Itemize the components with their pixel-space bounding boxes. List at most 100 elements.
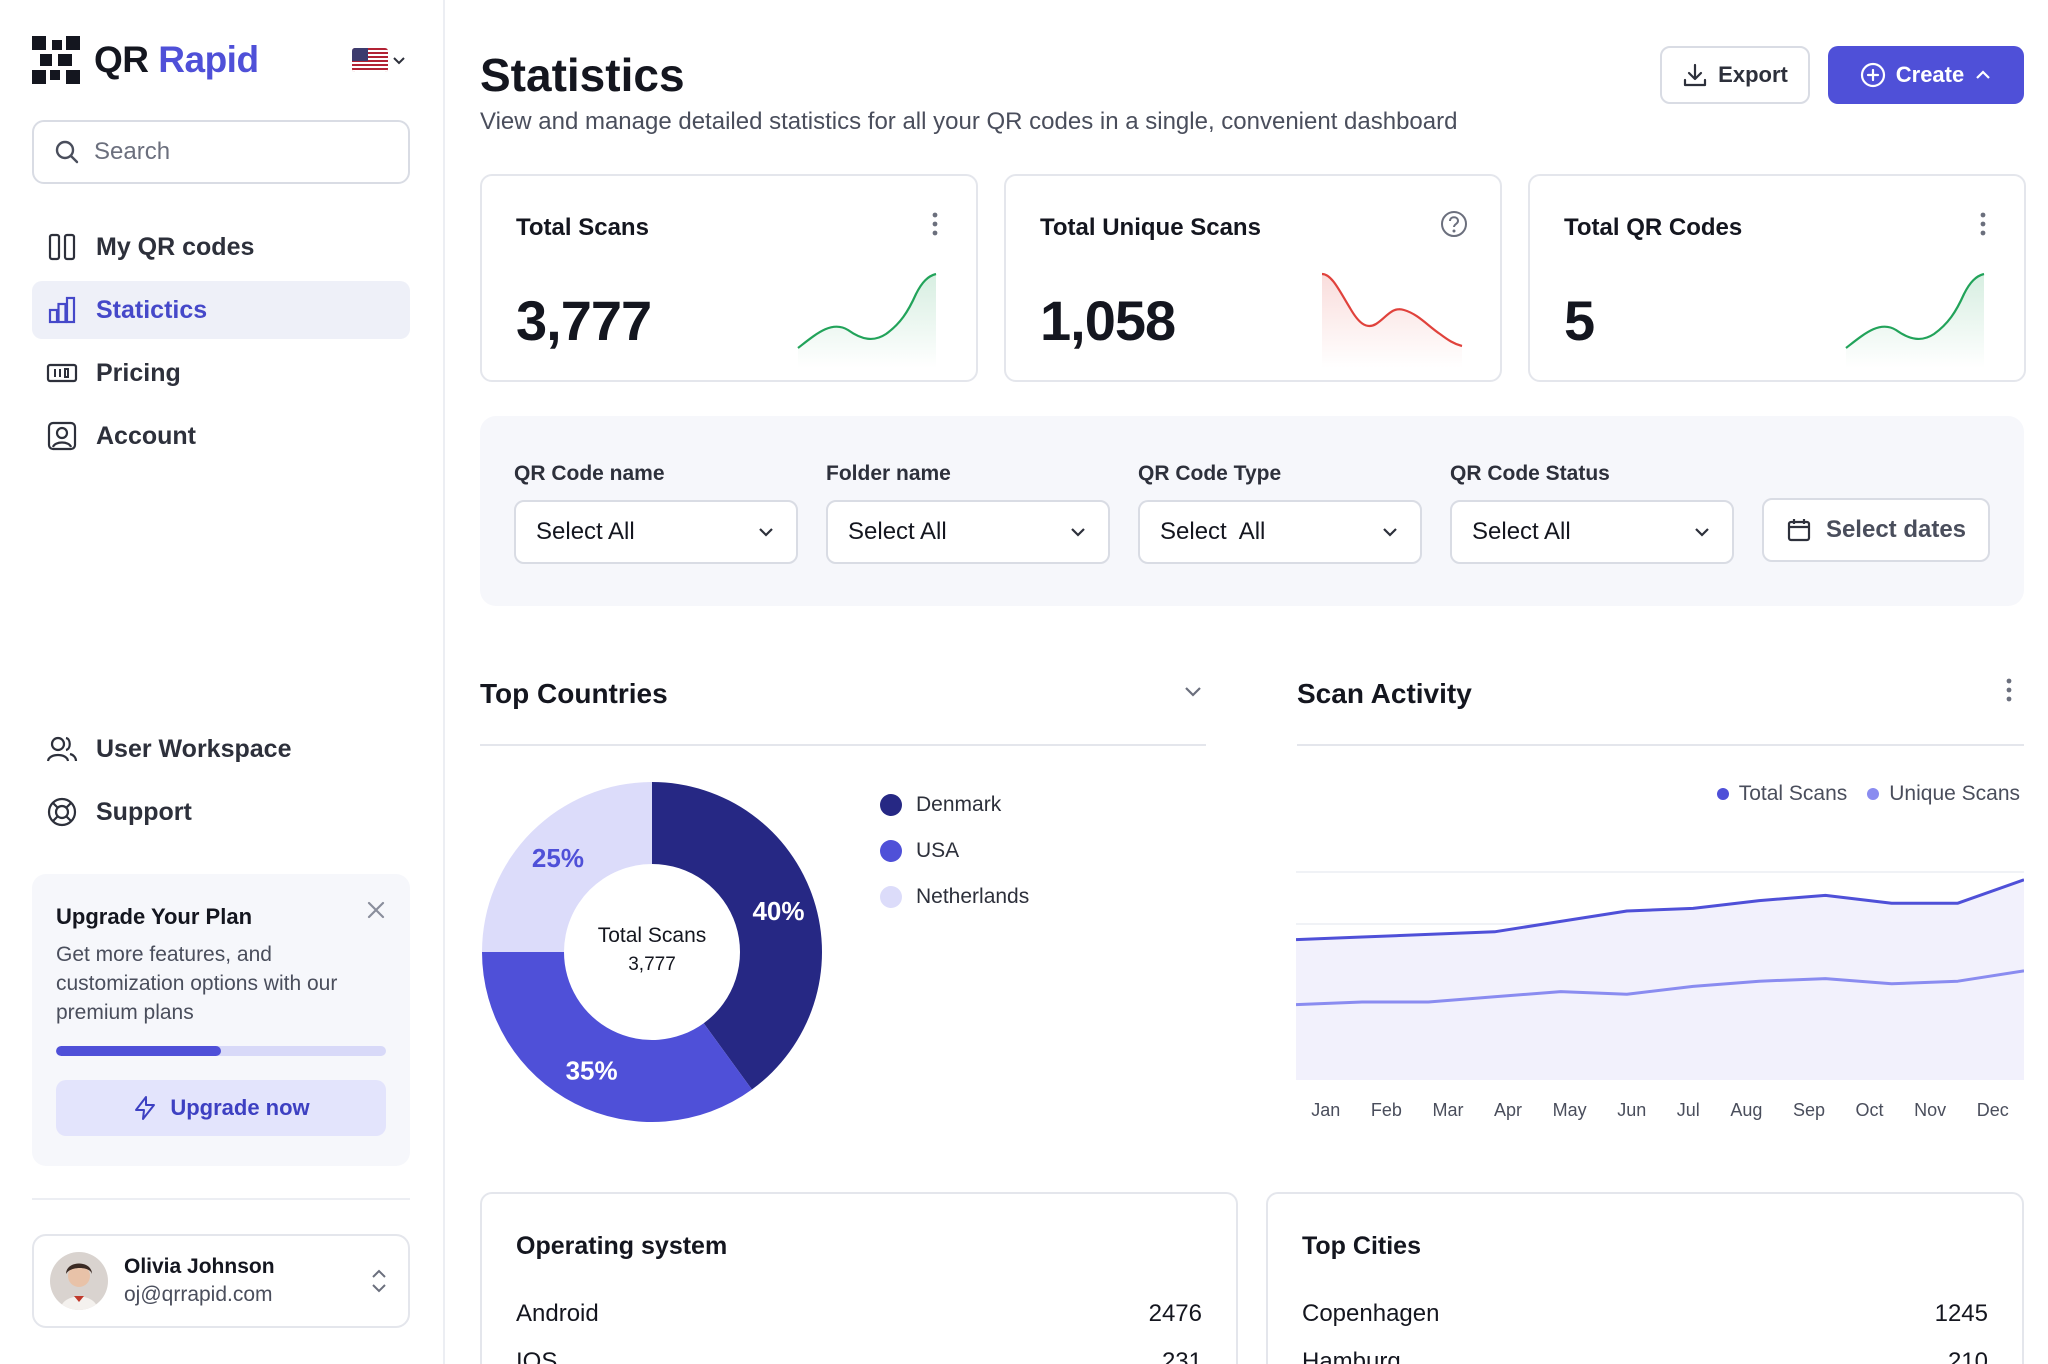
- row-name: IOS: [516, 1348, 558, 1364]
- legend-item: Denmark: [880, 782, 1029, 828]
- row-value: 231: [1161, 1348, 1202, 1364]
- upgrade-title: Upgrade Your Plan: [56, 904, 253, 929]
- top-countries-legend: Denmark USA Netherlands: [880, 782, 1029, 920]
- chevron-down-icon: [1383, 528, 1397, 537]
- scan-activity-x-axis: Jan Feb Mar Apr May Jun Jul Aug Sep Oct Nov Dec: [1296, 1100, 2024, 1121]
- sidebar-item-support[interactable]: Support: [32, 783, 410, 841]
- table-row: Copenhagen 1245: [1302, 1300, 1988, 1328]
- table-row: IOS 231: [516, 1348, 1202, 1364]
- sidebar-item-user-workspace[interactable]: User Workspace: [32, 720, 410, 778]
- users-icon: [46, 736, 78, 762]
- legend-label: Denmark: [916, 793, 1002, 816]
- more-vertical-icon[interactable]: [1980, 212, 1986, 236]
- user-square-icon: [47, 421, 77, 451]
- donut-slice-label: 40%: [752, 896, 804, 926]
- help-circle-icon[interactable]: [1440, 210, 1468, 238]
- x-tick-label: Sep: [1792, 1100, 1825, 1120]
- chevron-down-icon[interactable]: [1182, 680, 1204, 702]
- search-field[interactable]: [32, 120, 410, 184]
- x-tick-label: Oct: [1855, 1100, 1884, 1120]
- sidebar-item-statistics[interactable]: Statictics: [32, 281, 410, 339]
- row-name: Hamburg: [1302, 1348, 1401, 1364]
- sidebar-item-my-qr-codes[interactable]: My QR codes: [32, 218, 410, 276]
- avatar: [50, 1252, 108, 1310]
- stat-label: Total QR Codes: [1564, 214, 1743, 241]
- legend-item: Unique Scans: [1867, 782, 2020, 806]
- sidebar-divider: [32, 1198, 410, 1200]
- more-vertical-icon[interactable]: [2006, 678, 2012, 702]
- filter-qr-code-name: QR Code name Select All: [514, 462, 798, 564]
- sidebar-item-account[interactable]: Account: [32, 407, 410, 465]
- sparkline-up: [1845, 272, 1985, 368]
- sidebar-item-pricing[interactable]: Pricing: [32, 344, 410, 402]
- lifebuoy-icon: [47, 797, 77, 827]
- user-info: Olivia Johnson oj@qrrapid.com: [124, 1255, 275, 1307]
- select-value: Select All: [536, 518, 635, 545]
- user-profile-card[interactable]: Olivia Johnson oj@qrrapid.com: [32, 1234, 410, 1328]
- operating-system-title: Operating system: [516, 1232, 728, 1260]
- sparkline-down: [1321, 272, 1463, 368]
- qr-logo-icon: [32, 36, 80, 84]
- series-line-unique-scans[interactable]: [1296, 969, 2024, 1007]
- export-button[interactable]: Export: [1660, 46, 1810, 104]
- series-line-total-scans[interactable]: [1296, 878, 2024, 942]
- area-fill: [1296, 879, 2024, 1080]
- legend-item: Netherlands: [880, 874, 1029, 920]
- legend-dot: [1867, 788, 1880, 801]
- app-logo[interactable]: QR Rapid: [32, 36, 259, 84]
- donut-center-value: 3,777: [628, 954, 676, 975]
- filter-label: QR Code name: [514, 462, 665, 485]
- chevron-down-icon: [1071, 528, 1085, 537]
- donut-slice-netherlands[interactable]: [482, 782, 652, 952]
- stat-value: 5: [1564, 289, 1595, 352]
- sparkline-up: [797, 272, 937, 368]
- stat-card-total-unique-scans: Total Unique Scans 1,058: [1004, 174, 1502, 382]
- row-value: 2476: [1148, 1300, 1202, 1327]
- donut-slice-usa[interactable]: [482, 952, 752, 1122]
- select-value: Select All: [848, 518, 947, 545]
- scan-activity-legend: Total Scans Unique Scans: [1716, 782, 2020, 806]
- chevron-up-down-icon[interactable]: [370, 1268, 388, 1294]
- create-button[interactable]: Create: [1828, 46, 2024, 104]
- x-tick-label: Nov: [1914, 1100, 1947, 1120]
- folder-name-select[interactable]: Select All: [826, 500, 1110, 564]
- sidebar-bottom-nav: User Workspace Support: [32, 720, 410, 846]
- legend-label: Total Scans: [1738, 782, 1848, 805]
- legend-dot: [880, 840, 902, 862]
- search-icon: [55, 140, 79, 164]
- stat-label: Total Unique Scans: [1040, 214, 1261, 241]
- top-cities-title: Top Cities: [1302, 1232, 1421, 1260]
- legend-dot: [880, 794, 902, 816]
- search-input[interactable]: [94, 138, 374, 166]
- legend-dot: [1716, 788, 1729, 801]
- sidebar-item-label: My QR codes: [96, 232, 255, 261]
- sidebar-item-label: Account: [96, 421, 196, 450]
- top-countries-donut-chart: 40% 35% 25%: [482, 782, 822, 1122]
- x-tick-label: May: [1552, 1100, 1587, 1120]
- stat-card-total-scans: Total Scans 3,777: [480, 174, 978, 382]
- select-dates-button[interactable]: Select dates: [1762, 498, 1990, 562]
- sidebar-item-label: Pricing: [96, 358, 181, 387]
- filters-panel: QR Code name Select All Folder name Sele…: [480, 416, 2024, 606]
- donut-center: Total Scans 3,777: [552, 924, 752, 976]
- qr-code-type-select[interactable]: Select All: [1138, 500, 1422, 564]
- user-email: oj@qrrapid.com: [124, 1283, 273, 1306]
- qr-code-status-select[interactable]: Select All: [1450, 500, 1734, 564]
- stat-label: Total Scans: [516, 214, 649, 241]
- qr-code-name-select[interactable]: Select All: [514, 500, 798, 564]
- sidebar-item-label: Statictics: [96, 295, 208, 324]
- sidebar-item-label: User Workspace: [96, 734, 292, 763]
- donut-slice-denmark[interactable]: [652, 782, 822, 1090]
- upgrade-now-button[interactable]: Upgrade now: [56, 1080, 386, 1136]
- language-selector[interactable]: [352, 48, 406, 72]
- legend-label: Unique Scans: [1889, 782, 2020, 805]
- close-icon[interactable]: [366, 900, 386, 920]
- table-row: Hamburg 210: [1302, 1348, 1988, 1364]
- sidebar-item-label: Support: [96, 797, 192, 826]
- row-value: 210: [1947, 1348, 1988, 1364]
- row-value: 1245: [1934, 1300, 1988, 1327]
- filter-label: Folder name: [826, 462, 951, 485]
- app-name: QR Rapid: [94, 39, 259, 80]
- more-vertical-icon[interactable]: [932, 212, 938, 236]
- upgrade-progress-fill: [56, 1046, 221, 1056]
